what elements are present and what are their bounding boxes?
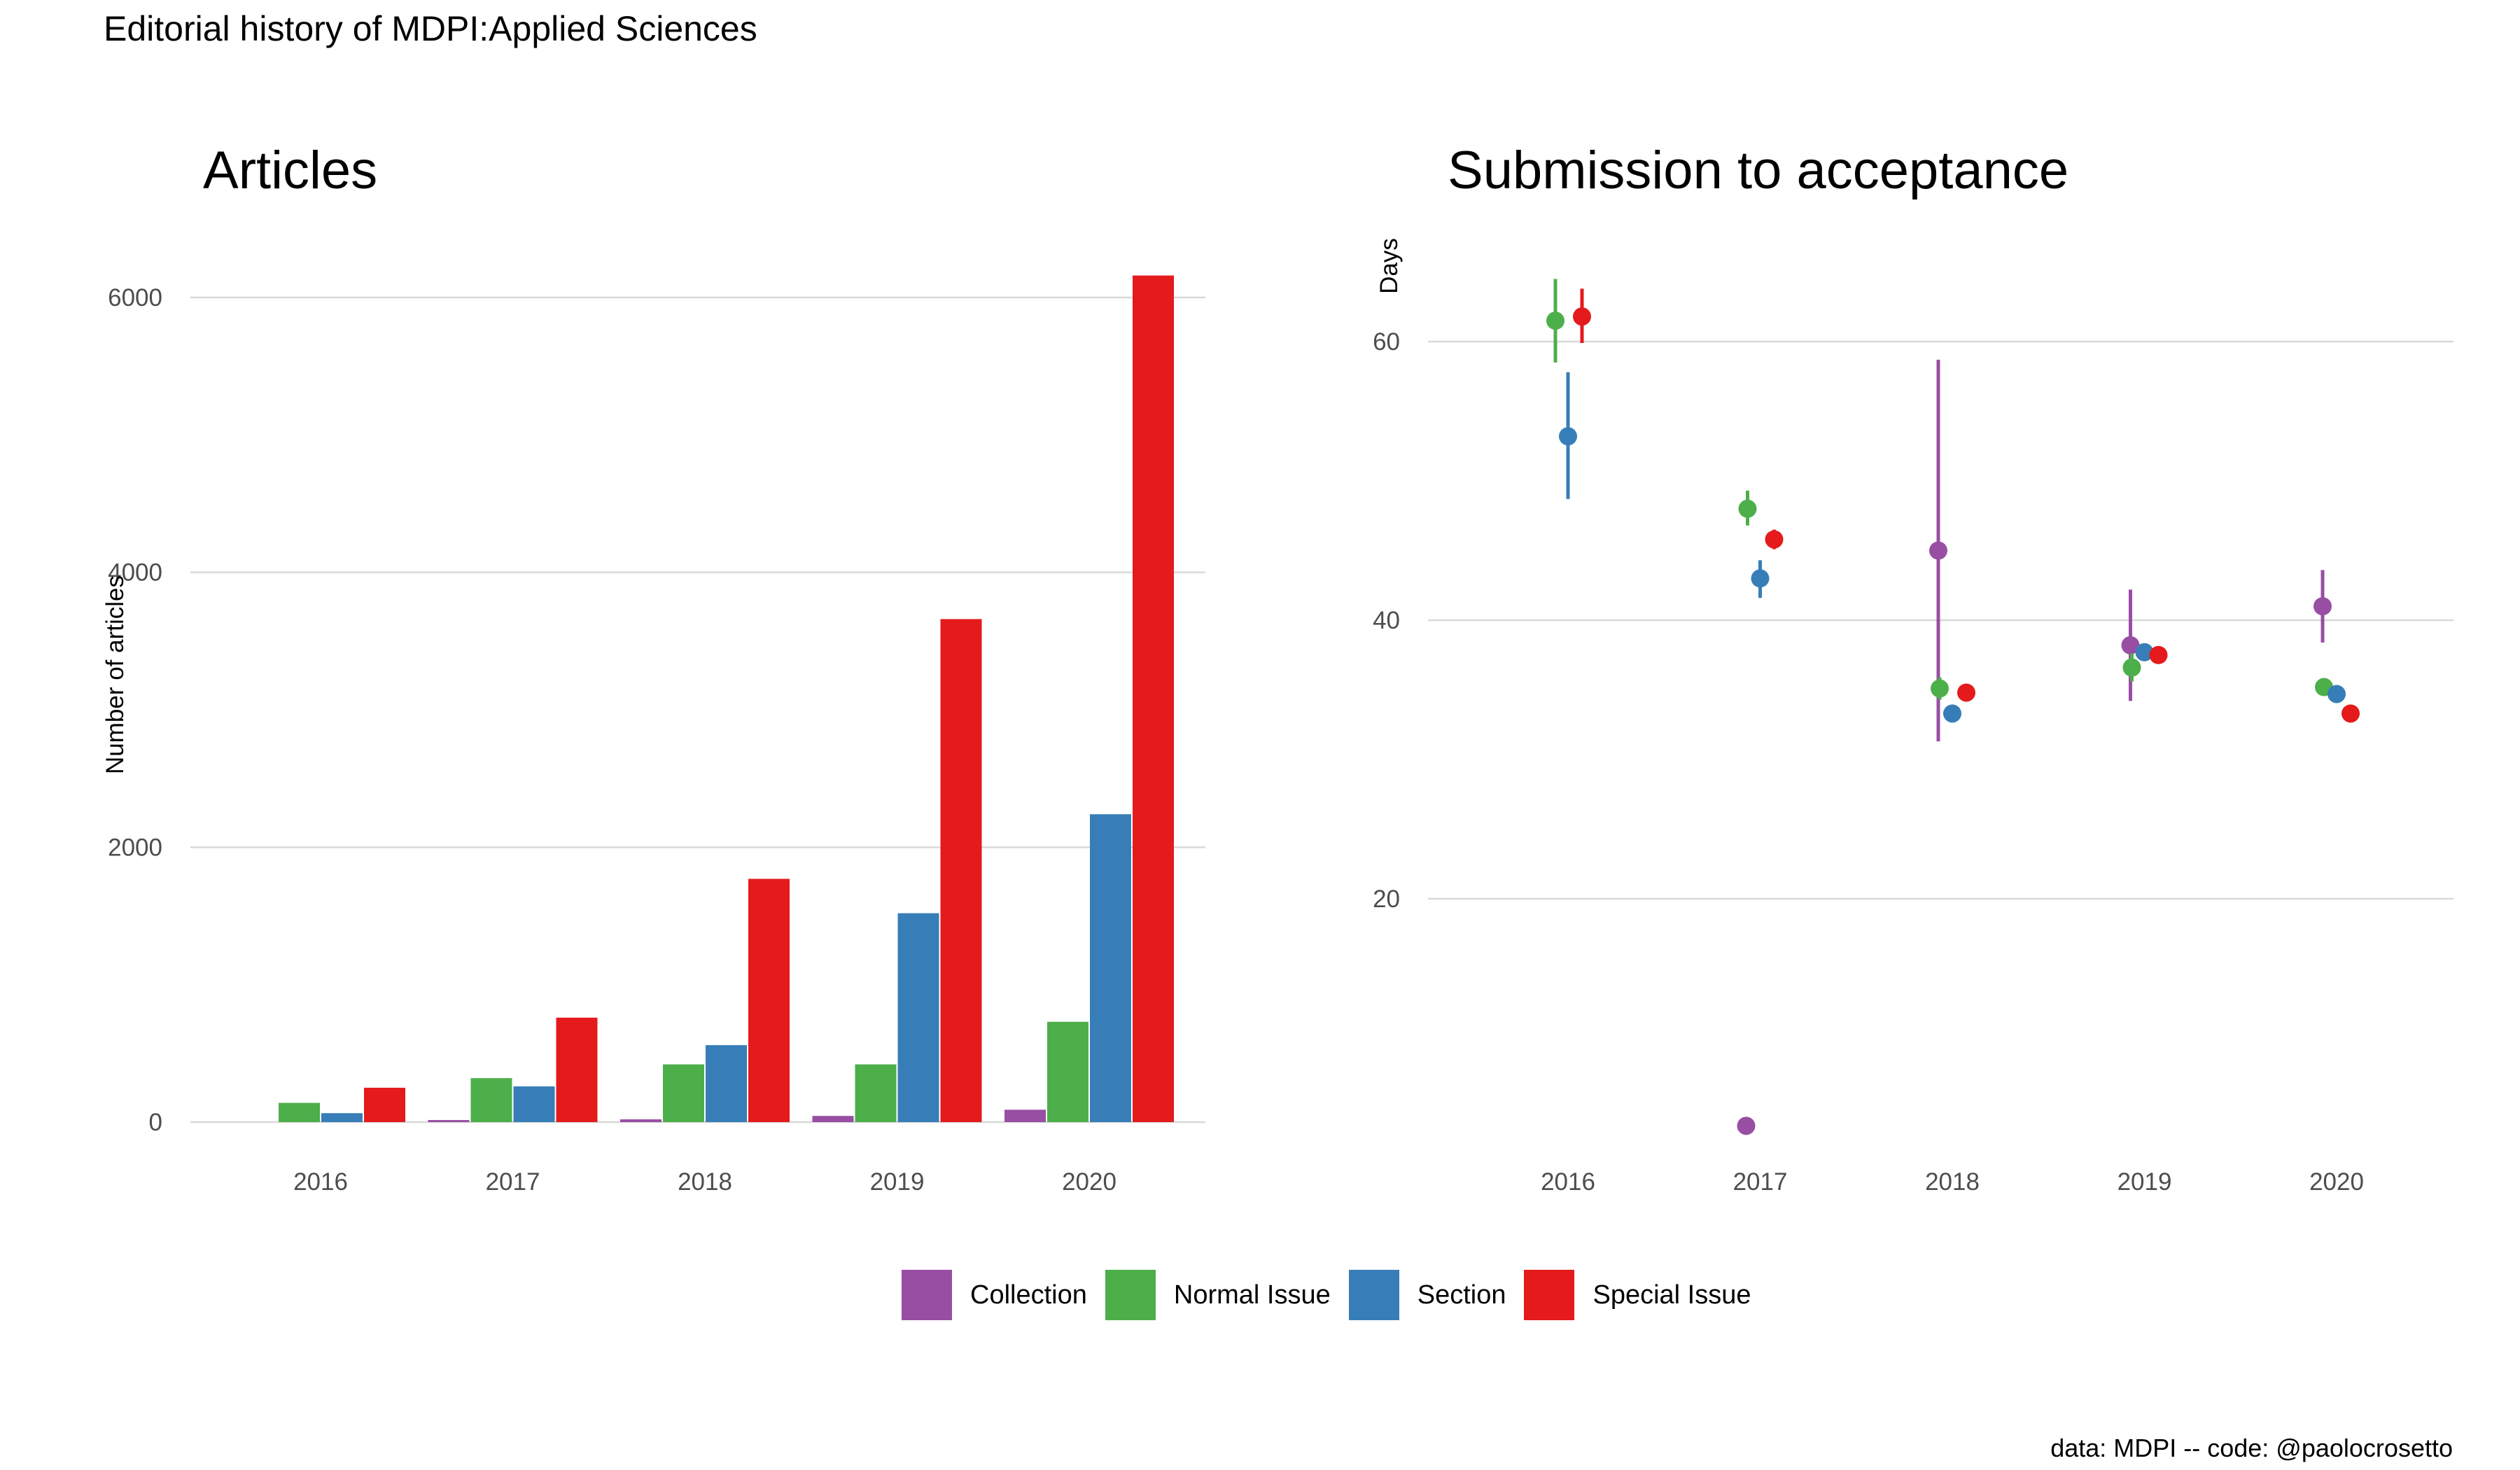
bar-section-2017 <box>513 1086 555 1122</box>
bar-special-issue-2019 <box>940 619 982 1122</box>
acceptance-panel-title: Submission to acceptance <box>1448 141 2069 200</box>
x-tick-label-articles: 2019 <box>870 1168 925 1196</box>
bar-normal-issue-2016 <box>279 1102 320 1122</box>
bar-section-2016 <box>321 1113 363 1122</box>
point-section-2017 <box>1751 569 1770 588</box>
point-normal-issue-2016 <box>1546 312 1564 330</box>
point-section-2016 <box>1559 427 1577 446</box>
legend-swatch-normal-issue <box>1105 1270 1156 1320</box>
bar-section-2019 <box>897 913 939 1122</box>
point-collection-2018 <box>1929 541 1947 560</box>
x-tick-label-acceptance: 2019 <box>2118 1168 2172 1196</box>
y-axis-label-articles: Number of articles <box>102 575 129 774</box>
legend-label-special-issue: Special Issue <box>1592 1280 1751 1310</box>
bar-section-2020 <box>1090 814 1131 1122</box>
y-axis-label-acceptance: Days <box>1376 238 1403 294</box>
point-normal-issue-2018 <box>1931 679 1949 698</box>
caption: data: MDPI -- code: @paolocrosetto <box>2050 1434 2453 1462</box>
y-tick-label-articles: 0 <box>149 1109 162 1136</box>
bar-collection-2019 <box>812 1116 854 1122</box>
y-tick-label-articles: 6000 <box>108 284 162 312</box>
legend-item-collection: Collection <box>902 1270 1087 1320</box>
bar-normal-issue-2017 <box>470 1078 512 1122</box>
bar-normal-issue-2019 <box>855 1064 897 1122</box>
point-section-2020 <box>2328 685 2346 704</box>
y-tick-label-acceptance: 40 <box>1373 607 1400 634</box>
point-collection-2020 <box>2314 597 2332 616</box>
figure-title: Editorial history of MDPI:Applied Scienc… <box>104 9 757 48</box>
x-tick-label-articles: 2018 <box>678 1168 732 1196</box>
bar-normal-issue-2018 <box>663 1064 704 1122</box>
legend-item-normal-issue: Normal Issue <box>1105 1270 1331 1320</box>
bar-special-issue-2020 <box>1133 275 1174 1122</box>
x-tick-label-acceptance: 2016 <box>1541 1168 1595 1196</box>
point-section-2018 <box>1943 704 1961 723</box>
legend-label-section: Section <box>1417 1280 1506 1310</box>
legend-label-collection: Collection <box>970 1280 1087 1310</box>
legend-item-special-issue: Special Issue <box>1524 1270 1751 1320</box>
legend-item-section: Section <box>1348 1270 1506 1320</box>
x-tick-label-articles: 2020 <box>1062 1168 1116 1196</box>
x-tick-label-acceptance: 2020 <box>2309 1168 2364 1196</box>
articles-panel-title: Articles <box>203 141 378 200</box>
point-special-issue-2017 <box>1765 530 1784 549</box>
point-collection-2019 <box>2121 636 2140 654</box>
point-special-issue-2020 <box>2342 704 2360 723</box>
x-tick-label-acceptance: 2017 <box>1733 1168 1788 1196</box>
y-tick-label-articles: 2000 <box>108 834 162 861</box>
point-special-issue-2018 <box>1957 683 1975 702</box>
bar-special-issue-2017 <box>556 1017 598 1122</box>
legend-swatch-special-issue <box>1524 1270 1575 1320</box>
bar-special-issue-2018 <box>748 878 790 1122</box>
point-special-issue-2019 <box>2149 645 2168 664</box>
legend: Collection Normal Issue Section Special … <box>902 1270 1769 1320</box>
bar-collection-2018 <box>620 1119 662 1122</box>
bar-section-2018 <box>706 1045 747 1122</box>
y-tick-label-acceptance: 20 <box>1373 886 1400 913</box>
y-tick-label-articles: 4000 <box>108 559 162 587</box>
y-tick-label-acceptance: 60 <box>1373 328 1400 356</box>
x-tick-label-articles: 2017 <box>486 1168 540 1196</box>
x-tick-label-articles: 2016 <box>293 1168 348 1196</box>
legend-swatch-collection <box>902 1270 952 1320</box>
point-special-issue-2016 <box>1573 307 1591 326</box>
bar-collection-2020 <box>1004 1110 1046 1122</box>
legend-swatch-section <box>1348 1270 1399 1320</box>
point-normal-issue-2019 <box>2122 658 2141 677</box>
bar-normal-issue-2020 <box>1047 1021 1088 1122</box>
point-normal-issue-2017 <box>1738 499 1757 518</box>
point-collection-2017 <box>1737 1116 1756 1135</box>
point-section-2019 <box>2135 643 2154 662</box>
x-tick-label-acceptance: 2018 <box>1925 1168 1980 1196</box>
bar-collection-2017 <box>428 1120 470 1122</box>
bar-special-issue-2016 <box>364 1087 405 1122</box>
legend-label-normal-issue: Normal Issue <box>1173 1280 1331 1310</box>
